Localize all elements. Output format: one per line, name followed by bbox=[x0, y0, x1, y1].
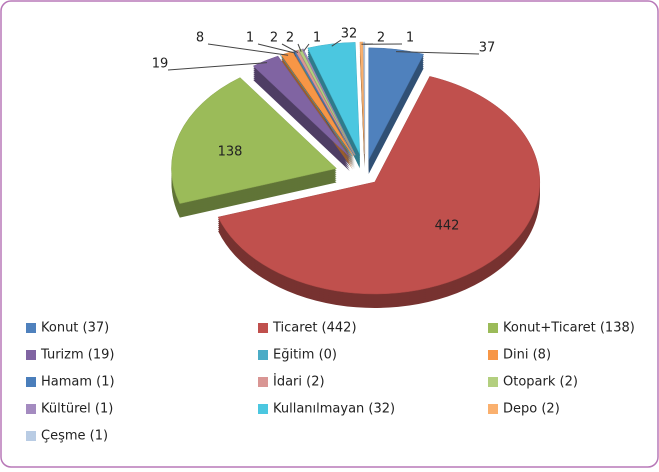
data-label: 1 bbox=[406, 31, 414, 46]
legend-label: Otopark (2) bbox=[503, 375, 578, 390]
legend-swatch bbox=[26, 350, 36, 360]
legend-label: Ticaret (442) bbox=[272, 321, 357, 336]
legend-swatch bbox=[488, 323, 498, 333]
legend-label: Çeşme (1) bbox=[41, 429, 108, 444]
data-label: 19 bbox=[152, 57, 169, 72]
data-label: 2 bbox=[286, 31, 294, 46]
data-label: 2 bbox=[377, 31, 385, 46]
legend-label: Dini (8) bbox=[503, 348, 551, 363]
legend-label: Turizm (19) bbox=[40, 348, 114, 363]
data-label: 32 bbox=[341, 27, 358, 42]
data-label: 2 bbox=[270, 31, 278, 46]
data-label: 1 bbox=[246, 31, 254, 46]
legend-label: Eğitim (0) bbox=[273, 348, 337, 363]
legend-label: Konut+Ticaret (138) bbox=[503, 321, 635, 336]
legend-swatch bbox=[26, 431, 36, 441]
legend-label: Konut (37) bbox=[41, 321, 109, 336]
data-label: 138 bbox=[218, 145, 243, 160]
data-label: 1 bbox=[313, 31, 321, 46]
legend-swatch bbox=[26, 323, 36, 333]
legend-swatch bbox=[26, 377, 36, 387]
legend-swatch bbox=[26, 404, 36, 414]
legend-label: İdari (2) bbox=[273, 374, 325, 390]
legend-swatch bbox=[258, 404, 268, 414]
legend-swatch bbox=[488, 404, 498, 414]
legend-swatch bbox=[258, 377, 268, 387]
data-label: 37 bbox=[479, 41, 496, 56]
legend-swatch bbox=[488, 377, 498, 387]
data-label: 8 bbox=[196, 31, 204, 46]
legend-label: Kültürel (1) bbox=[41, 402, 113, 417]
legend-label: Kullanılmayan (32) bbox=[273, 402, 395, 417]
data-label: 442 bbox=[435, 219, 460, 234]
legend-swatch bbox=[258, 323, 268, 333]
legend-label: Depo (2) bbox=[503, 402, 560, 417]
legend-swatch bbox=[258, 350, 268, 360]
legend-label: Hamam (1) bbox=[41, 375, 115, 390]
legend-swatch bbox=[488, 350, 498, 360]
